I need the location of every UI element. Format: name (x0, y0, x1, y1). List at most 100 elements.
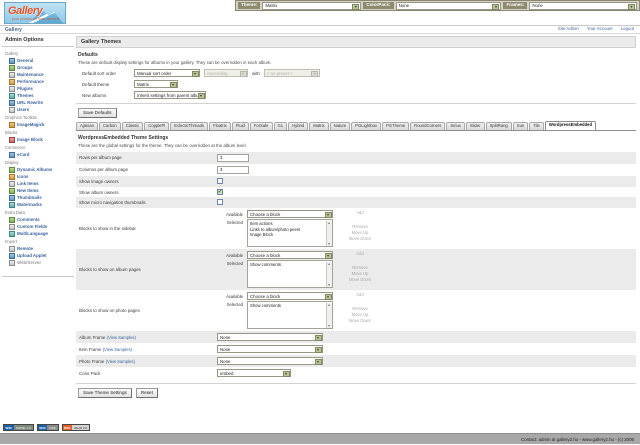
sidebar-item-dynamic-albums[interactable]: Dynamic Albums (2, 166, 74, 173)
sidebar-available-select[interactable]: Choose a block ▾ (247, 210, 333, 219)
nav-logout[interactable]: Logout (620, 26, 634, 31)
tab-splitrang[interactable]: SplitRang (485, 121, 512, 130)
item-frame-view-samples-link[interactable]: (View Samples) (102, 346, 132, 352)
tab-roundcorners[interactable]: RoundCorners (410, 121, 446, 130)
sidebar-item-new-items[interactable]: New Items (2, 187, 74, 194)
sidebar-item-custom-fields[interactable]: Custom Fields (2, 223, 74, 230)
scroll-up-icon[interactable]: ▲ (327, 302, 331, 307)
theme-select[interactable]: Matrix ▾ (262, 1, 362, 10)
sidebar-add-button[interactable]: Add (356, 210, 364, 216)
sidebar-move-up-button[interactable]: Move Up (351, 230, 369, 236)
sidebar-item-url-rewrite[interactable]: URL Rewrite (2, 99, 74, 106)
scrollbar[interactable]: ▲ ▼ (325, 220, 332, 246)
album-frame-select[interactable]: None ▾ (217, 333, 323, 342)
sidebar-item-users[interactable]: Users (2, 106, 74, 113)
sidebar-item-ecard[interactable]: eCard (2, 151, 74, 158)
sidebar-item-maintenance[interactable]: Maintenance (2, 71, 74, 78)
sidebar-item-watermarks[interactable]: Watermarks (2, 201, 74, 208)
album-move-down-button[interactable]: Move Down (348, 277, 372, 283)
tab-matrix[interactable]: Matrix (309, 121, 329, 130)
sidebar-item-plugins[interactable]: Plugins (2, 85, 74, 92)
tab-floatrix[interactable]: Floatrix (209, 121, 231, 130)
scroll-down-icon[interactable]: ▼ (327, 241, 331, 246)
list-item[interactable]: Show comments (250, 303, 281, 309)
tab-g1[interactable]: G1 (273, 121, 288, 130)
photo-selected-listbox[interactable]: Show comments ▲ ▼ (247, 301, 333, 330)
photo-add-button[interactable]: Add (356, 292, 364, 298)
tab-wordpressembedded[interactable]: WordpressEmbedded (544, 120, 597, 130)
tab-fluid[interactable]: Fluid (231, 121, 249, 130)
tab-slider[interactable]: Slider (465, 121, 485, 130)
sidebar-selected-listbox[interactable]: Item actions Links to album/photo peers … (247, 219, 333, 248)
tab-classic[interactable]: Classic (121, 121, 144, 130)
list-item[interactable]: Links to album/photo peers (250, 226, 301, 232)
photo-frame-select[interactable]: None ▾ (217, 357, 323, 366)
save-defaults-button[interactable]: Save Defaults (78, 108, 117, 118)
show-album-owners-checkbox[interactable]: ✔ (217, 188, 223, 196)
scrollbar[interactable]: ▲ ▼ (325, 302, 332, 328)
item-frame-select[interactable]: None ▾ (217, 345, 323, 354)
album-selected-listbox[interactable]: Show comments ▲ ▼ (247, 260, 333, 289)
album-frame-view-samples-link[interactable]: (View Samples) (106, 334, 136, 340)
color-pack-select[interactable]: embed ▾ (217, 369, 291, 378)
sidebar-item-imagemagick[interactable]: ImageMagick (2, 121, 74, 128)
default-sort-order-select[interactable]: Manual sort order ▾ (134, 69, 200, 77)
photo-available-select[interactable]: Choose a block ▾ (247, 292, 333, 301)
tab-siriux[interactable]: Siriux (446, 121, 465, 130)
new-albums-select[interactable]: Inherit settings from parent album ▾ (134, 91, 206, 99)
w3c-css-badge[interactable]: W3C CSS (36, 424, 59, 431)
tab-hybrid[interactable]: Hybrid (288, 121, 309, 130)
album-move-up-button[interactable]: Move Up (351, 271, 369, 277)
sidebar-item-groups[interactable]: Groups (2, 64, 74, 71)
photo-frame-view-samples-link[interactable]: (View Samples) (105, 358, 135, 364)
columns-per-page-input[interactable]: 3 (217, 165, 249, 174)
show-micro-nav-checkbox[interactable] (217, 199, 223, 206)
frames-select[interactable]: None ▾ (529, 1, 637, 10)
album-available-select[interactable]: Choose a block ▾ (247, 251, 333, 260)
sidebar-item-comments[interactable]: Comments (2, 216, 74, 223)
reset-button[interactable]: Reset (135, 388, 158, 398)
breadcrumb[interactable]: Gallery (5, 27, 22, 33)
scroll-down-icon[interactable]: ▼ (327, 282, 331, 287)
gallery-logo[interactable]: Gallery your photos on your website (4, 2, 66, 24)
sort-direction-select[interactable]: Ascending ▾ (204, 69, 248, 77)
tab-carbon[interactable]: Carbon (98, 121, 121, 130)
sidebar-item-upload-applet[interactable]: Upload Applet (2, 252, 74, 259)
scroll-down-icon[interactable]: ▼ (327, 323, 331, 328)
sidebar-item-link-items[interactable]: Link Items (2, 180, 74, 187)
rss-badge[interactable]: RSS VALID 2.0 (61, 424, 91, 431)
scroll-up-icon[interactable]: ▲ (327, 261, 331, 266)
list-item[interactable]: Image Block (250, 232, 274, 238)
sidebar-item-icons[interactable]: Icons (2, 173, 74, 180)
scroll-up-icon[interactable]: ▲ (327, 220, 331, 225)
tab-ajanian[interactable]: Ajanian (76, 121, 98, 130)
album-add-button[interactable]: Add (356, 251, 364, 257)
show-image-owners-checkbox[interactable] (217, 177, 223, 184)
tab-tile[interactable]: Tile (529, 121, 544, 130)
tab-copplepl[interactable]: CopplePl (144, 121, 170, 130)
photo-remove-button[interactable]: Remove (352, 306, 368, 312)
sidebar-item-general[interactable]: General (2, 57, 74, 64)
list-item[interactable]: Show comments (250, 262, 281, 268)
list-item[interactable]: Item actions (250, 221, 273, 227)
photo-move-up-button[interactable]: Move Up (351, 312, 369, 318)
sidebar-move-down-button[interactable]: Move Down (348, 236, 372, 242)
tab-forsale[interactable]: ForSale (249, 121, 273, 130)
tab-nature[interactable]: Nature (329, 121, 351, 130)
tab-eclecticthreads[interactable]: EclecticThreads (170, 121, 209, 130)
album-remove-button[interactable]: Remove (352, 265, 368, 271)
rows-per-page-input[interactable]: 3 (217, 153, 249, 162)
default-theme-select[interactable]: Matrix ▾ (134, 80, 178, 88)
colorpack-select[interactable]: None ▾ (395, 1, 502, 10)
save-theme-settings-button[interactable]: Save Theme Settings (78, 388, 132, 398)
tab-sun[interactable]: Sun (512, 121, 529, 130)
sidebar-item-themes[interactable]: Themes (2, 92, 74, 99)
sidebar-item-multilanguage[interactable]: MultiLanguage (2, 230, 74, 237)
nav-your-account[interactable]: Your Account (586, 26, 613, 31)
tab-pglightbox[interactable]: PGLightbox (351, 121, 382, 130)
w3c-xhtml-badge[interactable]: W3C XHTML 1.0 (3, 424, 34, 431)
scrollbar[interactable]: ▲ ▼ (325, 261, 332, 287)
sidebar-item-performance[interactable]: Performance (2, 78, 74, 85)
nav-site-admin[interactable]: Site Admin (557, 26, 579, 31)
sidebar-item-image-block[interactable]: Image Block (2, 136, 74, 143)
